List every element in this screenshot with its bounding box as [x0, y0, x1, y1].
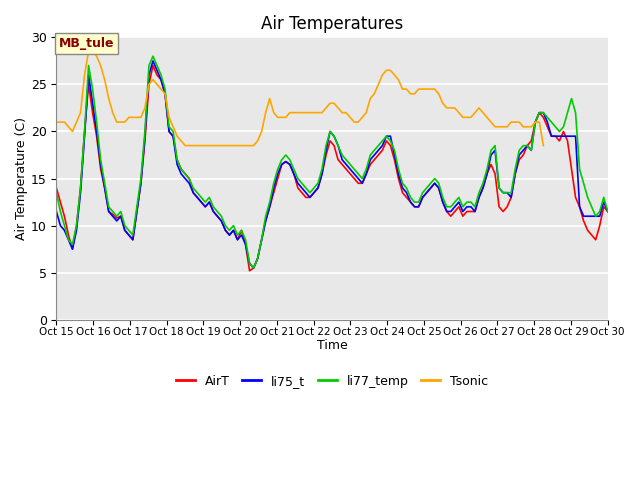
Text: MB_tule: MB_tule: [59, 37, 115, 50]
Title: Air Temperatures: Air Temperatures: [261, 15, 403, 33]
Y-axis label: Air Temperature (C): Air Temperature (C): [15, 117, 28, 240]
Legend: AirT, li75_t, li77_temp, Tsonic: AirT, li75_t, li77_temp, Tsonic: [172, 370, 493, 393]
X-axis label: Time: Time: [317, 339, 348, 352]
